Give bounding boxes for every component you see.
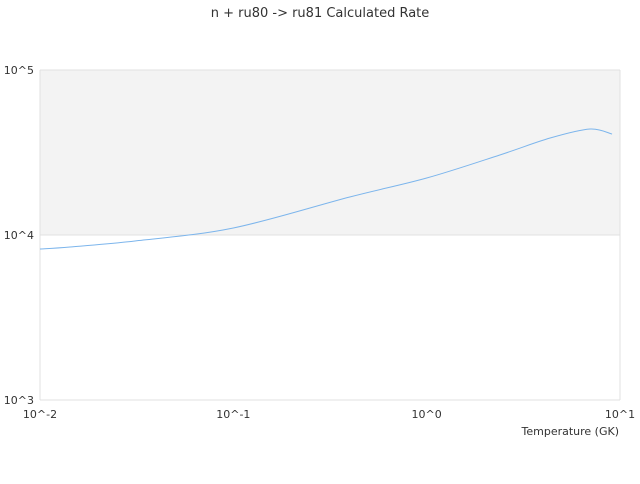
y-tick-label: 10^5 [4,64,34,77]
plot-band [40,70,620,235]
x-axis-label: Temperature (GK) [521,425,620,438]
x-tick-label: 10^0 [412,408,442,421]
x-tick-label: 10^1 [605,408,635,421]
series-line [39,128,613,250]
x-tick-label: 10^-1 [216,408,250,421]
y-tick-label: 10^3 [4,394,34,407]
y-tick-label: 10^4 [4,229,34,242]
x-tick-label: 10^-2 [23,408,57,421]
chart-title: n + ru80 -> ru81 Calculated Rate [211,6,430,21]
